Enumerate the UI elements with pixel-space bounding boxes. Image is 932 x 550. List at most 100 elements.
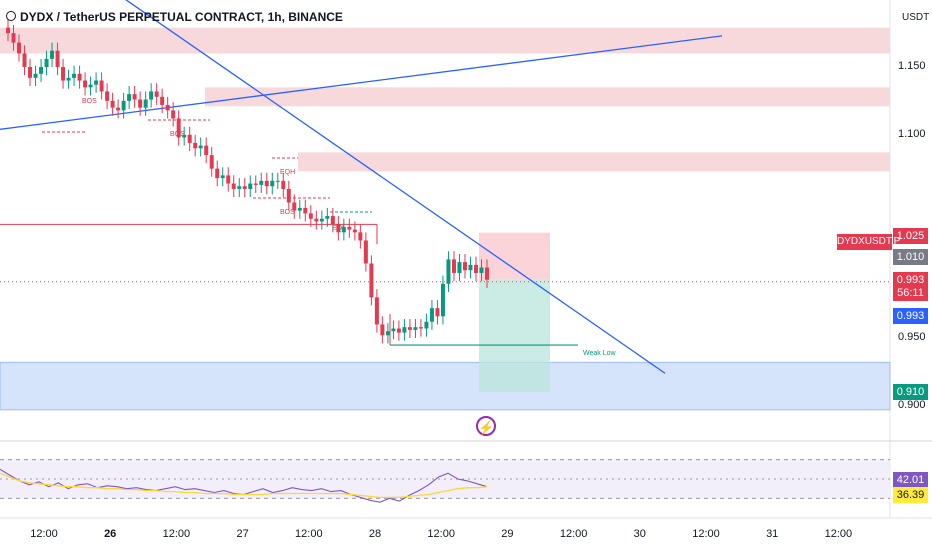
candle-body [220,175,225,179]
candle-body [473,264,478,273]
candle-body [248,183,253,189]
candle-body [6,27,10,34]
time-tick-label: 12:00 [824,528,853,540]
position-risk-box [479,232,550,280]
candle-body [50,50,55,59]
zone-supply-0 [0,27,890,54]
candle-body [121,100,126,111]
candle-body [44,58,49,67]
candle-body [83,80,88,88]
price-zones [0,27,891,411]
candle-body [187,134,192,143]
candle-body [127,94,132,101]
candle-body [171,110,176,119]
price-tick-label: 0.950 [898,331,926,343]
candle-body [396,328,401,333]
candle-body [88,84,93,88]
time-tick-label: 26 [104,528,117,540]
candle-body [286,188,291,203]
candle-body [369,263,374,298]
price-tag: 1.010 [893,248,928,265]
candle-body [11,33,16,43]
candle-body [330,216,335,225]
candle-body [94,80,99,85]
time-tick-label: 12:00 [30,528,58,540]
candle-body [435,308,440,317]
candle-body [28,67,33,78]
candle-body [407,327,412,330]
candle-body [391,328,396,332]
annotation-label: EQH [280,169,296,176]
time-tick-label: 12:00 [559,528,588,540]
candle-body [176,118,181,138]
candle-body [380,324,385,336]
rsi-value-tag: 42.01 [893,472,928,488]
candle-body [462,262,467,271]
candle-body [358,232,363,241]
symbol-tag: DYDXUSDT.P [837,234,900,250]
candle-body [242,186,247,189]
rsi-panel [0,459,890,503]
trendline-up [0,35,723,130]
rsi-value-tag: 36.39 [893,487,928,503]
candle-body [237,186,242,189]
candle-body [314,218,319,222]
candle-body [485,267,489,280]
zone-demand-3 [0,361,891,411]
candle-body [479,267,484,273]
candle-body [22,53,27,67]
candle-body [154,91,159,97]
candle-body [204,145,209,156]
candle-body [99,80,104,92]
candle-body [116,107,121,111]
price-tag: 1.025 [893,228,928,245]
annotation-label: BOS [82,98,97,105]
candle-body [281,180,286,189]
time-tick-label: 30 [633,528,646,540]
currency-label: USDT [902,12,930,23]
candle-body [231,183,236,189]
candle-body [149,91,154,100]
candle-body [325,216,330,219]
chart-title-text: DYDX / TetherUS PERPETUAL CONTRACT, 1h, … [20,10,343,24]
zone-supply-1 [205,87,890,107]
candle-body [61,67,66,81]
candle-body [319,218,324,222]
position-reward-box [479,279,550,393]
candle-body [429,308,434,322]
candle-body [209,155,214,169]
price-tag: 0.993 [893,271,928,288]
drawn-lines [0,0,890,374]
candle-body [297,207,302,211]
candle-body [77,73,82,81]
candle-body [193,142,198,149]
time-tick-label: 12:00 [692,528,720,540]
candle-body [374,297,379,325]
candle-body [132,94,137,100]
chart-background [0,0,932,519]
candle-body [198,145,203,149]
trendline-down [125,0,666,374]
zone-supply-2 [298,152,890,172]
candle-body [33,73,38,78]
candle-body [165,104,170,111]
annotation-label: BOS [280,209,295,216]
candle-body [275,180,280,182]
candle-body [424,321,429,329]
candle-body [143,99,148,108]
annotation-label: EQL [332,225,347,232]
lightning-icon[interactable]: ⚡ [476,416,496,436]
candle-body [66,77,71,81]
candle-body [336,224,341,233]
candle-body [160,96,165,105]
price-tick-label: 1.100 [898,127,926,140]
candle-body [402,327,407,333]
candle-body [413,327,418,330]
candle-body [468,264,473,271]
candle-body [17,42,22,54]
annotation-label: BOS [170,131,185,138]
candle-body [352,229,357,233]
candle-body [457,262,462,273]
candle-body [451,259,456,273]
